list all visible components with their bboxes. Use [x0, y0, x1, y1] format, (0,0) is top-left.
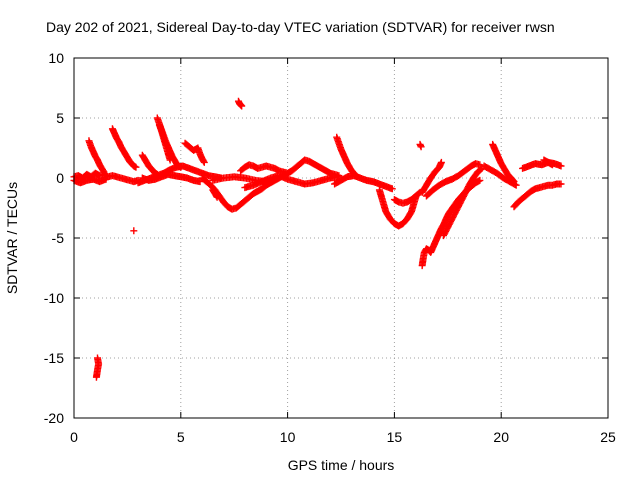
data-points	[70, 97, 565, 381]
grid-lines	[74, 58, 608, 418]
data-point	[100, 168, 108, 176]
data-point	[512, 181, 520, 189]
y-tick-label: -5	[52, 230, 65, 246]
x-tick-label: 10	[280, 429, 296, 445]
data-point	[130, 227, 138, 235]
x-tick-labels: 0 5 10 15 20 25	[70, 429, 616, 445]
data-point	[213, 193, 221, 201]
data-point	[415, 189, 423, 197]
data-point	[200, 157, 208, 165]
y-tick-label: -10	[44, 290, 64, 306]
data-point	[476, 176, 484, 184]
data-point	[212, 192, 220, 200]
x-tick-label: 0	[70, 429, 78, 445]
data-point	[132, 163, 140, 171]
plot-frame	[73, 57, 609, 419]
y-tick-label: 0	[56, 170, 64, 186]
x-axis-label: GPS time / hours	[288, 457, 395, 473]
x-tick-label: 20	[493, 429, 509, 445]
chart-title: Day 202 of 2021, Sidereal Day-to-day VTE…	[46, 19, 555, 35]
data-point	[102, 175, 110, 183]
data-point	[166, 156, 174, 164]
data-point	[99, 167, 107, 175]
y-axis-label: SDTVAR / TECUs	[4, 182, 20, 294]
y-tick-label: -15	[44, 350, 64, 366]
y-tick-label: 10	[48, 50, 64, 66]
data-point	[557, 180, 565, 188]
data-point	[477, 165, 485, 173]
x-tick-label: 5	[177, 429, 185, 445]
data-point	[437, 158, 445, 166]
x-tick-label: 15	[387, 429, 403, 445]
data-point	[388, 185, 396, 193]
data-point	[92, 373, 100, 381]
data-point	[548, 161, 556, 169]
y-tick-label: -20	[44, 410, 64, 426]
data-point	[200, 158, 208, 166]
data-point	[238, 102, 246, 110]
x-tick-label: 25	[600, 429, 616, 445]
data-point	[476, 161, 484, 169]
y-tick-labels: -20 -15 -10 -5 0 5 10	[44, 50, 64, 426]
data-point	[557, 162, 565, 170]
y-tick-label: 5	[56, 110, 64, 126]
data-point	[511, 180, 519, 188]
data-point	[417, 143, 425, 151]
